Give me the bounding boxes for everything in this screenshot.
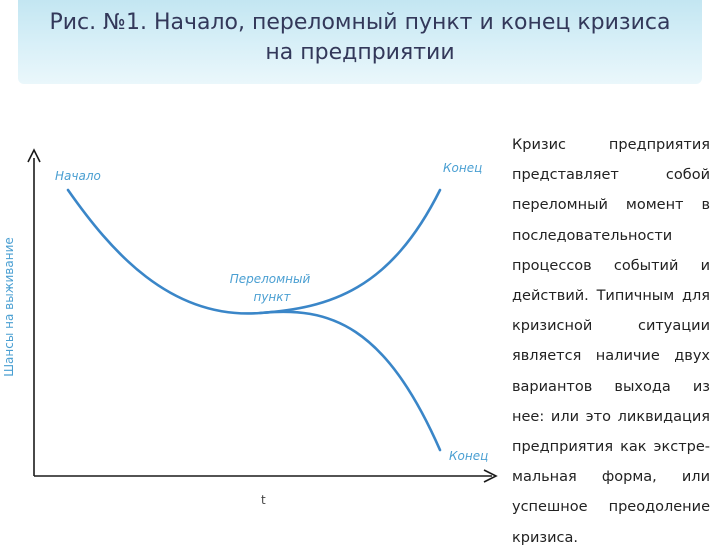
label-start: Начало (55, 169, 101, 183)
title-banner (18, 0, 702, 84)
crisis-curve-collapse (258, 310, 442, 452)
title-line-1: Рис. №1. Начало, переломный пункт и коне… (49, 10, 671, 35)
slide-title: Рис. №1. Начало, переломный пункт и коне… (18, 8, 702, 68)
body-paragraph: Кризис предприятия представляет собой пе… (512, 137, 710, 546)
y-axis-label: Шансы на выживание (2, 237, 16, 377)
x-axis-arrow (483, 469, 498, 483)
y-axis-arrow (27, 148, 41, 163)
crisis-diagram: Начало Конец Переломный пункт Конец t (27, 148, 498, 507)
label-end-top: Конец (443, 161, 482, 175)
title-line-2: на предприятии (265, 40, 455, 65)
label-end-bottom: Конец (449, 449, 488, 463)
label-turning-point-line1: Переломный (230, 272, 311, 286)
x-axis-label: t (261, 493, 266, 507)
label-turning-point-line2: пункт (253, 290, 291, 304)
